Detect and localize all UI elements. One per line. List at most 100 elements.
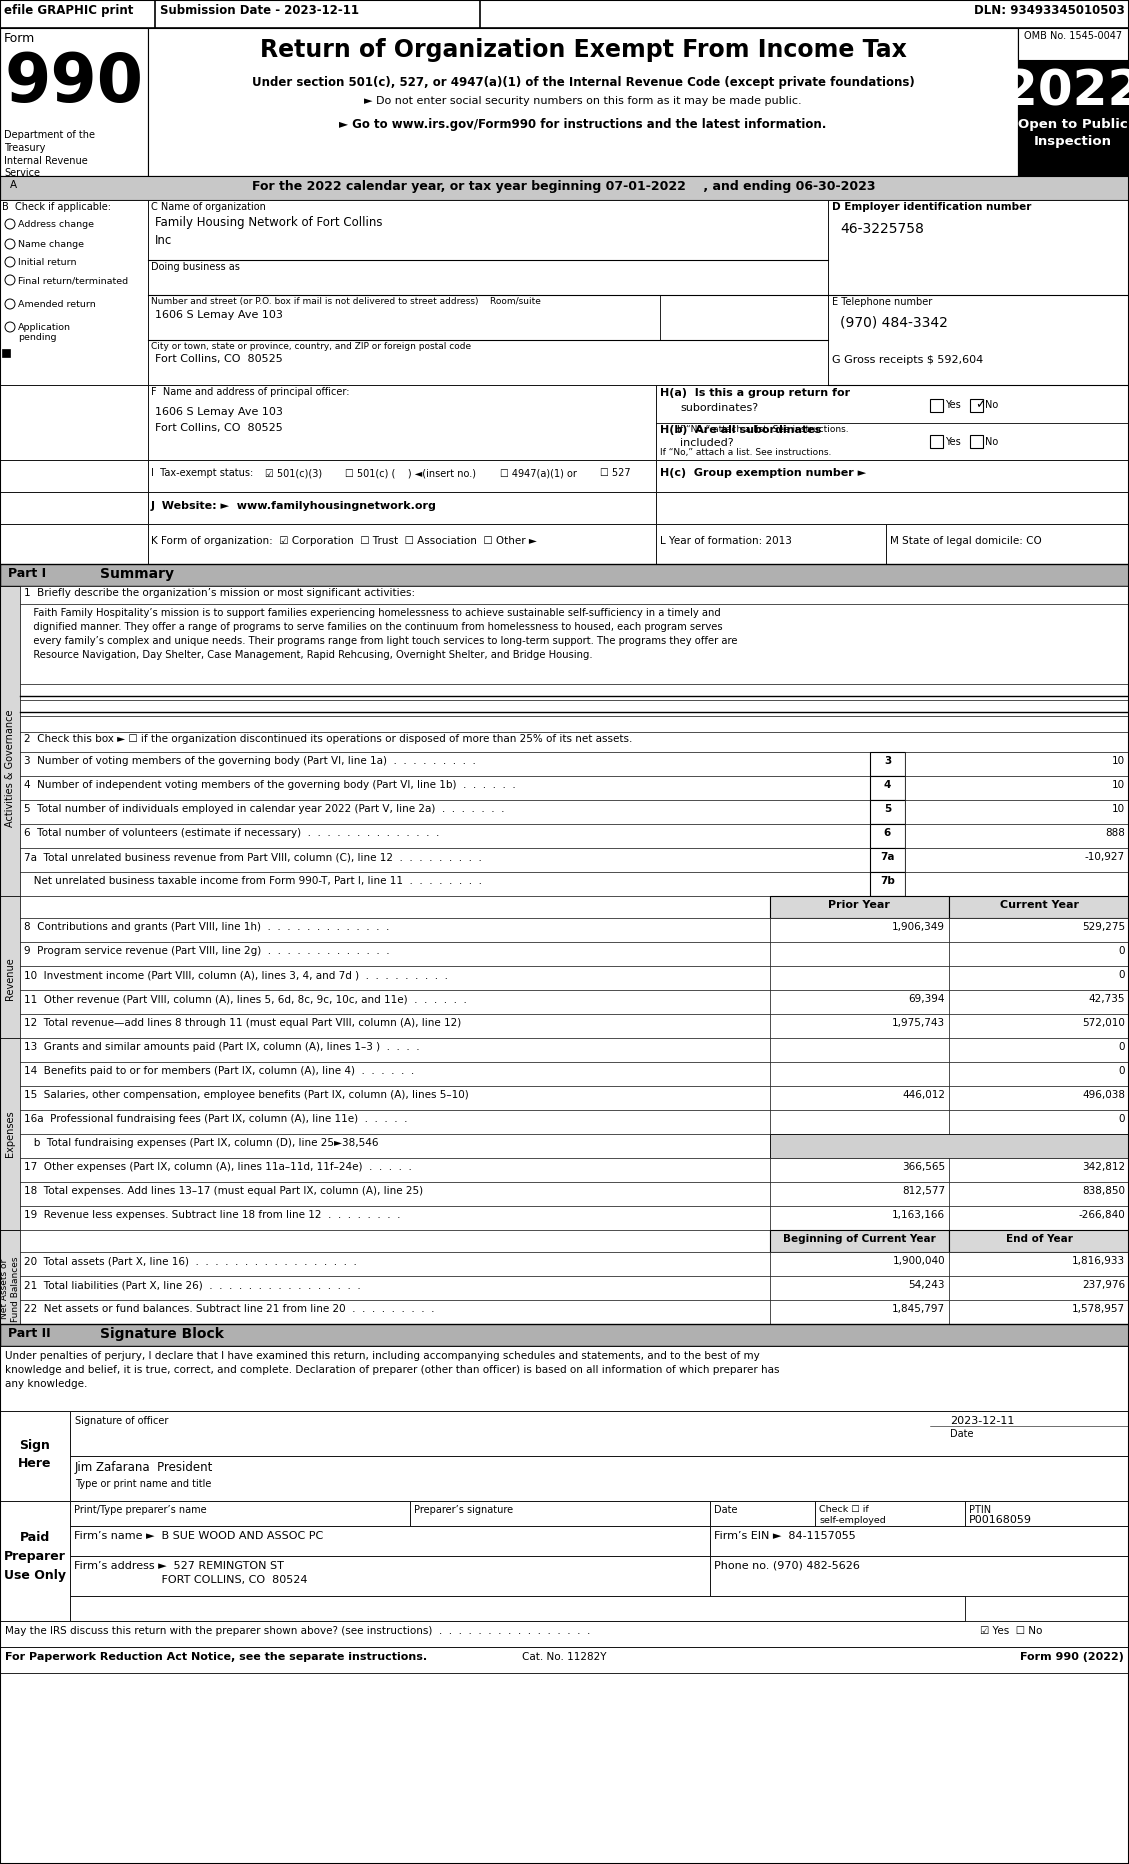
Text: If “No,” attach a list. See instructions.: If “No,” attach a list. See instructions… (660, 447, 831, 457)
Bar (770, 1230, 949, 1253)
Text: Address change: Address change (18, 220, 94, 229)
Text: Net unrelated business taxable income from Form 990-T, Part I, line 11  .  .  . : Net unrelated business taxable income fr… (24, 876, 482, 885)
Text: 17  Other expenses (Part IX, column (A), lines 11a–11d, 11f–24e)  .  .  .  .  .: 17 Other expenses (Part IX, column (A), … (24, 1161, 412, 1172)
Text: Signature of officer: Signature of officer (75, 1417, 168, 1426)
Text: Doing business as: Doing business as (151, 263, 239, 272)
Text: 6  Total number of volunteers (estimate if necessary)  .  .  .  .  .  .  .  .  .: 6 Total number of volunteers (estimate i… (24, 828, 439, 839)
Text: Activities & Governance: Activities & Governance (5, 708, 15, 828)
Text: 1606 S Lemay Ave 103: 1606 S Lemay Ave 103 (155, 309, 283, 321)
Bar (870, 824, 905, 848)
Text: Current Year: Current Year (999, 900, 1078, 910)
Bar (770, 1299, 949, 1323)
Text: OMB No. 1545-0047: OMB No. 1545-0047 (1024, 32, 1122, 41)
Text: J  Website: ►  www.familyhousingnetwork.org: J Website: ► www.familyhousingnetwork.or… (151, 501, 437, 511)
Bar (70, 1556, 710, 1596)
Text: I  Tax-exempt status:: I Tax-exempt status: (151, 468, 253, 477)
Bar (148, 524, 656, 565)
Bar (20, 990, 770, 1014)
Circle shape (5, 298, 15, 309)
Text: 7a: 7a (881, 852, 895, 861)
Text: 496,038: 496,038 (1082, 1090, 1124, 1100)
Text: Cat. No. 11282Y: Cat. No. 11282Y (522, 1652, 606, 1663)
Bar (20, 824, 870, 848)
Bar (828, 199, 1129, 295)
Bar (20, 1206, 770, 1230)
Bar (20, 1109, 770, 1133)
Bar (770, 1277, 949, 1299)
Text: For the 2022 calendar year, or tax year beginning 07-01-2022    , and ending 06-: For the 2022 calendar year, or tax year … (252, 181, 876, 194)
Bar (0, 1501, 70, 1622)
Bar (70, 1527, 710, 1556)
Text: G Gross receipts $ 592,604: G Gross receipts $ 592,604 (832, 354, 983, 365)
Bar (905, 848, 1129, 872)
Text: 21  Total liabilities (Part X, line 26)  .  .  .  .  .  .  .  .  .  .  .  .  .  : 21 Total liabilities (Part X, line 26) .… (24, 1281, 361, 1290)
Bar (0, 1230, 20, 1348)
Text: 14  Benefits paid to or for members (Part IX, column (A), line 4)  .  .  .  .  .: 14 Benefits paid to or for members (Part… (24, 1066, 414, 1076)
Bar (20, 684, 1129, 701)
Text: 990: 990 (5, 50, 145, 116)
Text: 446,012: 446,012 (902, 1090, 945, 1100)
Bar (70, 1456, 1129, 1501)
Bar (870, 848, 905, 872)
Text: 838,850: 838,850 (1082, 1186, 1124, 1197)
Text: 237,976: 237,976 (1082, 1281, 1124, 1290)
Bar (770, 1014, 949, 1038)
Text: 1,578,957: 1,578,957 (1071, 1305, 1124, 1314)
Text: Part II: Part II (8, 1327, 51, 1340)
Bar (770, 990, 949, 1014)
Bar (710, 1501, 815, 1527)
Text: 18  Total expenses. Add lines 13–17 (must equal Part IX, column (A), line 25): 18 Total expenses. Add lines 13–17 (must… (24, 1186, 423, 1197)
Text: ► Do not enter social security numbers on this form as it may be made public.: ► Do not enter social security numbers o… (365, 97, 802, 106)
Text: 10  Investment income (Part VIII, column (A), lines 3, 4, and 7d )  .  .  .  .  : 10 Investment income (Part VIII, column … (24, 969, 448, 980)
Circle shape (5, 257, 15, 267)
Text: efile GRAPHIC print: efile GRAPHIC print (5, 4, 133, 17)
Text: Amended return: Amended return (18, 300, 96, 309)
Text: B  Check if applicable:: B Check if applicable: (2, 201, 111, 212)
Text: Initial return: Initial return (18, 257, 77, 267)
Text: ✓: ✓ (975, 399, 986, 410)
Text: 3  Number of voting members of the governing body (Part VI, line 1a)  .  .  .  .: 3 Number of voting members of the govern… (24, 757, 476, 766)
Bar (965, 1501, 1129, 1527)
Bar (905, 824, 1129, 848)
Text: 42,735: 42,735 (1088, 994, 1124, 1005)
Text: H(c)  Group exemption number ►: H(c) Group exemption number ► (660, 468, 866, 477)
Bar (20, 1014, 770, 1038)
Text: If “No,” attach a list. See instructions.: If “No,” attach a list. See instructions… (660, 425, 849, 434)
Circle shape (5, 322, 15, 332)
Bar (0, 199, 148, 386)
Bar (148, 492, 656, 524)
Bar (0, 0, 1129, 28)
Text: For Paperwork Reduction Act Notice, see the separate instructions.: For Paperwork Reduction Act Notice, see … (5, 1652, 427, 1663)
Bar (970, 434, 983, 447)
Bar (949, 1230, 1129, 1253)
Text: 20  Total assets (Part X, line 16)  .  .  .  .  .  .  .  .  .  .  .  .  .  .  . : 20 Total assets (Part X, line 16) . . . … (24, 1256, 357, 1266)
Text: 19  Revenue less expenses. Subtract line 18 from line 12  .  .  .  .  .  .  .  .: 19 Revenue less expenses. Subtract line … (24, 1210, 401, 1221)
Bar (20, 872, 870, 897)
Bar (20, 733, 1129, 751)
Bar (20, 775, 870, 800)
Bar (0, 1038, 20, 1230)
Bar (20, 604, 1129, 684)
Bar (710, 1527, 1129, 1556)
Text: Firm’s address ►  527 REMINGTON ST
                         FORT COLLINS, CO  80: Firm’s address ► 527 REMINGTON ST FORT C… (75, 1560, 307, 1584)
Text: Prior Year: Prior Year (828, 900, 890, 910)
Text: 6: 6 (884, 828, 891, 839)
Text: Type or print name and title: Type or print name and title (75, 1478, 211, 1489)
Bar (656, 492, 1129, 524)
Text: Net Assets or
Fund Balances: Net Assets or Fund Balances (0, 1256, 20, 1322)
Bar (148, 28, 1018, 175)
Text: Under section 501(c), 527, or 4947(a)(1) of the Internal Revenue Code (except pr: Under section 501(c), 527, or 4947(a)(1)… (252, 76, 914, 89)
Text: 888: 888 (1105, 828, 1124, 839)
Text: 7a  Total unrelated business revenue from Part VIII, column (C), line 12  .  .  : 7a Total unrelated business revenue from… (24, 852, 482, 861)
Text: 1,900,040: 1,900,040 (892, 1256, 945, 1266)
Text: 8  Contributions and grants (Part VIII, line 1h)  .  .  .  .  .  .  .  .  .  .  : 8 Contributions and grants (Part VIII, l… (24, 923, 390, 932)
Text: ☐ 527: ☐ 527 (599, 468, 631, 477)
Bar (656, 460, 1129, 492)
Text: subordinates?: subordinates? (680, 403, 759, 414)
Text: Preparer’s signature: Preparer’s signature (414, 1504, 513, 1515)
Text: 2022: 2022 (1004, 67, 1129, 116)
Circle shape (5, 276, 15, 285)
Bar (1018, 28, 1129, 175)
Bar (148, 199, 828, 386)
Bar (20, 751, 870, 775)
